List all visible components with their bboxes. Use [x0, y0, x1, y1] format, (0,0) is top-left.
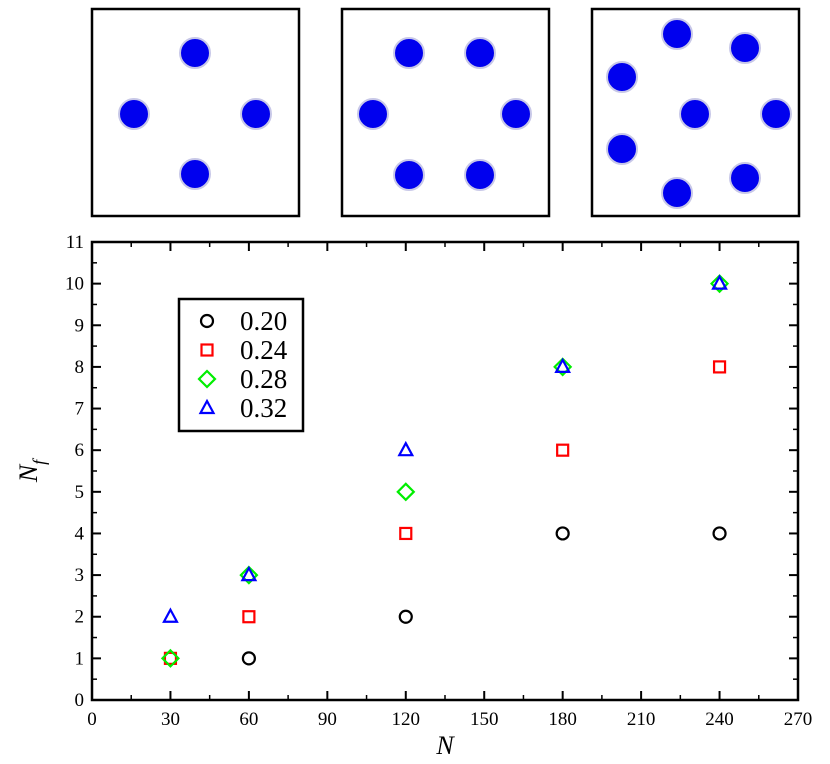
- axis-ticks: 0 30 60 90 120 150 180 210 240 270 0 1 2 3 4 5 6 7 8 9 10 11: [65, 232, 812, 730]
- data-point: [709, 274, 730, 294]
- data-point: [712, 360, 727, 374]
- legend-box: [177, 297, 305, 433]
- legend: 0.200.240.280.32: [177, 297, 305, 433]
- y-tick-label: 3: [75, 565, 85, 586]
- series-0.28: [160, 274, 730, 668]
- y-tick-label: 9: [75, 315, 85, 336]
- legend-entry: 0.32: [198, 393, 287, 423]
- inset-panel-2: [340, 7, 551, 218]
- x-tick-label: 150: [470, 709, 499, 730]
- data-point: [553, 357, 573, 377]
- y-tick-label: 7: [75, 399, 85, 420]
- particle: [729, 32, 761, 64]
- legend-marker: [199, 313, 215, 329]
- particle-group: [118, 37, 272, 190]
- y-tick-label: 2: [75, 607, 85, 628]
- particle: [606, 133, 638, 165]
- y-axis-title-main: N: [14, 463, 43, 483]
- data-point: [242, 610, 256, 624]
- particle: [606, 61, 638, 93]
- particle: [661, 18, 693, 50]
- data-point: [398, 609, 413, 624]
- particle-group: [357, 37, 532, 191]
- data-point: [399, 526, 413, 541]
- legend-marker: [200, 343, 214, 357]
- legend-label: 0.24: [240, 335, 288, 365]
- x-tick-label: 210: [627, 709, 656, 730]
- legend-label: 0.28: [240, 364, 287, 394]
- x-tick-label: 240: [705, 709, 734, 730]
- data-point: [555, 526, 570, 541]
- svg-text:Nf: Nf: [14, 457, 49, 483]
- y-tick-label: 6: [75, 440, 85, 461]
- particle: [760, 98, 792, 130]
- particle: [729, 162, 761, 194]
- y-axis-title-subscript: f: [29, 457, 49, 465]
- data-point: [160, 648, 181, 668]
- x-tick-label: 270: [784, 709, 813, 730]
- legend-entries: 0.200.240.280.32: [197, 306, 288, 423]
- data-point: [711, 274, 728, 290]
- particle: [661, 177, 693, 209]
- legend-marker: [197, 369, 217, 389]
- y-tick-label: 5: [75, 482, 85, 503]
- y-tick-label: 10: [65, 274, 84, 295]
- y-tick-label: 4: [75, 523, 85, 544]
- particle: [393, 159, 425, 191]
- data-point: [556, 443, 570, 457]
- particle: [393, 37, 425, 69]
- x-tick-label: 180: [548, 709, 577, 730]
- y-tick-label: 11: [66, 232, 84, 253]
- particle: [500, 98, 532, 130]
- data-point: [397, 440, 415, 457]
- y-axis-title: Nf: [14, 457, 49, 483]
- x-tick-label: 120: [392, 709, 421, 730]
- inset-panel-1: [90, 7, 301, 218]
- data-point: [239, 565, 259, 585]
- data-point: [241, 651, 256, 666]
- inset-panel-3: [590, 7, 801, 218]
- x-axis-title: N: [435, 731, 455, 760]
- series-0.24: [163, 360, 727, 665]
- particle: [240, 98, 272, 130]
- particle-group: [606, 18, 792, 209]
- data-marks: [160, 274, 730, 668]
- particle: [179, 37, 211, 69]
- x-tick-label: 0: [87, 709, 97, 730]
- y-tick-label: 1: [75, 648, 85, 669]
- x-tick-label: 90: [318, 709, 337, 730]
- plot-frame: [90, 240, 800, 702]
- particle: [118, 98, 150, 130]
- y-tick-label: 8: [75, 357, 85, 378]
- inset-panels: [90, 7, 801, 218]
- data-point: [712, 526, 727, 541]
- particle: [357, 98, 389, 130]
- data-point: [396, 482, 416, 502]
- legend-marker: [198, 398, 216, 415]
- legend-entry: 0.20: [199, 306, 287, 336]
- series-0.32: [162, 274, 728, 623]
- y-tick-label: 0: [75, 690, 85, 711]
- x-tick-label: 30: [161, 709, 180, 730]
- legend-label: 0.32: [240, 393, 287, 423]
- particle: [464, 37, 496, 69]
- particle: [179, 158, 211, 190]
- x-tick-label: 60: [239, 709, 258, 730]
- data-point: [554, 357, 572, 374]
- legend-entry: 0.24: [200, 335, 288, 365]
- legend-entry: 0.28: [197, 364, 287, 394]
- legend-label: 0.20: [240, 306, 287, 336]
- particle: [679, 98, 711, 130]
- data-point: [163, 651, 178, 665]
- series-0.20: [163, 526, 727, 666]
- particle: [464, 159, 496, 191]
- data-point: [162, 607, 179, 623]
- data-point: [240, 565, 258, 582]
